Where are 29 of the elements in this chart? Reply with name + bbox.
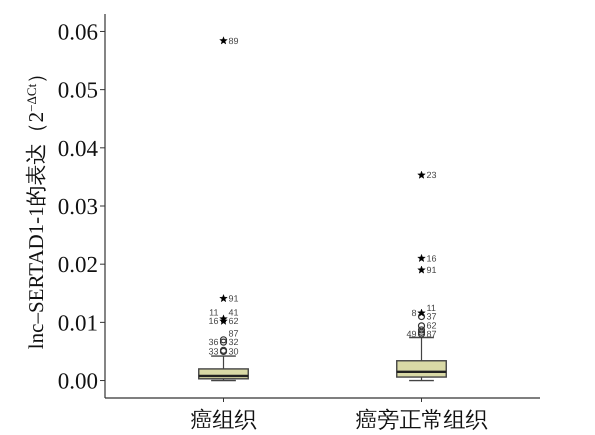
annotation: 16 bbox=[208, 316, 218, 326]
y-tick-label: 0.02 bbox=[58, 252, 98, 278]
y-tick-label: 0.04 bbox=[58, 136, 98, 161]
y-tick-label: 0.06 bbox=[58, 19, 98, 44]
x-tick-label: 癌组织 bbox=[190, 407, 256, 432]
annotation: 91 bbox=[228, 294, 239, 304]
annotation: 49 bbox=[406, 329, 416, 339]
annotation: 16 bbox=[426, 253, 437, 264]
annotation: 32 bbox=[228, 337, 239, 348]
annotation: 37 bbox=[426, 312, 437, 322]
y-tick-label: 0.05 bbox=[58, 78, 98, 103]
annotation: 11 bbox=[426, 303, 436, 314]
annotation: 87 bbox=[426, 329, 437, 339]
annotation: 8 bbox=[411, 308, 416, 318]
annotation: 87 bbox=[228, 328, 239, 339]
annotation: 91 bbox=[426, 265, 437, 275]
annotation: 33 bbox=[208, 346, 218, 356]
annotation: 41 bbox=[228, 308, 239, 318]
annotation: 89 bbox=[228, 36, 239, 46]
annotation: 30 bbox=[228, 346, 239, 356]
y-tick-label: 0.01 bbox=[58, 310, 98, 336]
y-tick-label: 0.00 bbox=[58, 368, 98, 394]
y-tick-label: 0.03 bbox=[58, 194, 98, 219]
x-tick-label: 癌旁正常组织 bbox=[356, 407, 488, 432]
annotation: 11 bbox=[209, 308, 218, 318]
annotation: 23 bbox=[426, 170, 437, 180]
annotation: 36 bbox=[208, 337, 218, 348]
annotation: 62 bbox=[426, 320, 437, 330]
annotation: 62 bbox=[228, 316, 239, 326]
